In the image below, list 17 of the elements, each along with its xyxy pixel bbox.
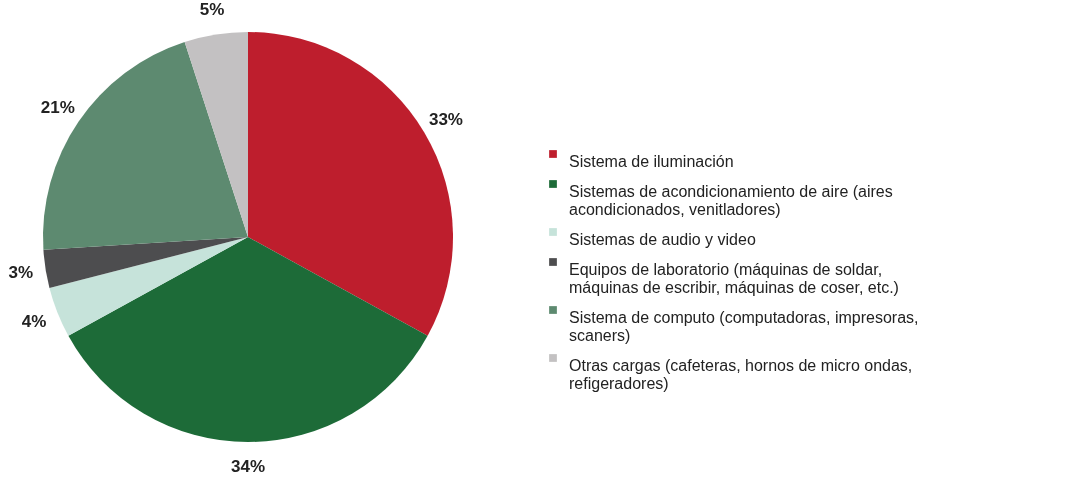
- pie-slice: [49, 237, 248, 336]
- legend-label: Sistema de computo (computadoras, impresoras, scaners): [569, 309, 919, 344]
- legend-label: Sistemas de acondicionamiento de aire (aires acondicionados, venitladores): [569, 183, 893, 218]
- data-label: 34%: [230, 457, 266, 476]
- pie-slice: [68, 237, 428, 442]
- legend-label: Otras cargas (cafeteras, hornos de micro ondas, refigeradores): [569, 357, 913, 392]
- pie-slice: [184, 32, 248, 237]
- legend-label: Sistema de iluminación: [569, 153, 734, 170]
- data-label: 3%: [8, 262, 34, 282]
- pie-slice: [43, 237, 248, 288]
- data-label: 5%: [199, 0, 225, 19]
- legend-label: Sistemas de audio y video: [569, 231, 756, 248]
- pie-slice: [43, 42, 248, 250]
- legend-label: Equipos de laboratorio (máquinas de soldar, máquinas de escribir, máquinas de coser, etc.): [569, 261, 899, 296]
- data-label: 4%: [21, 311, 47, 331]
- data-label: 21%: [40, 97, 75, 117]
- data-label: 33%: [428, 109, 463, 129]
